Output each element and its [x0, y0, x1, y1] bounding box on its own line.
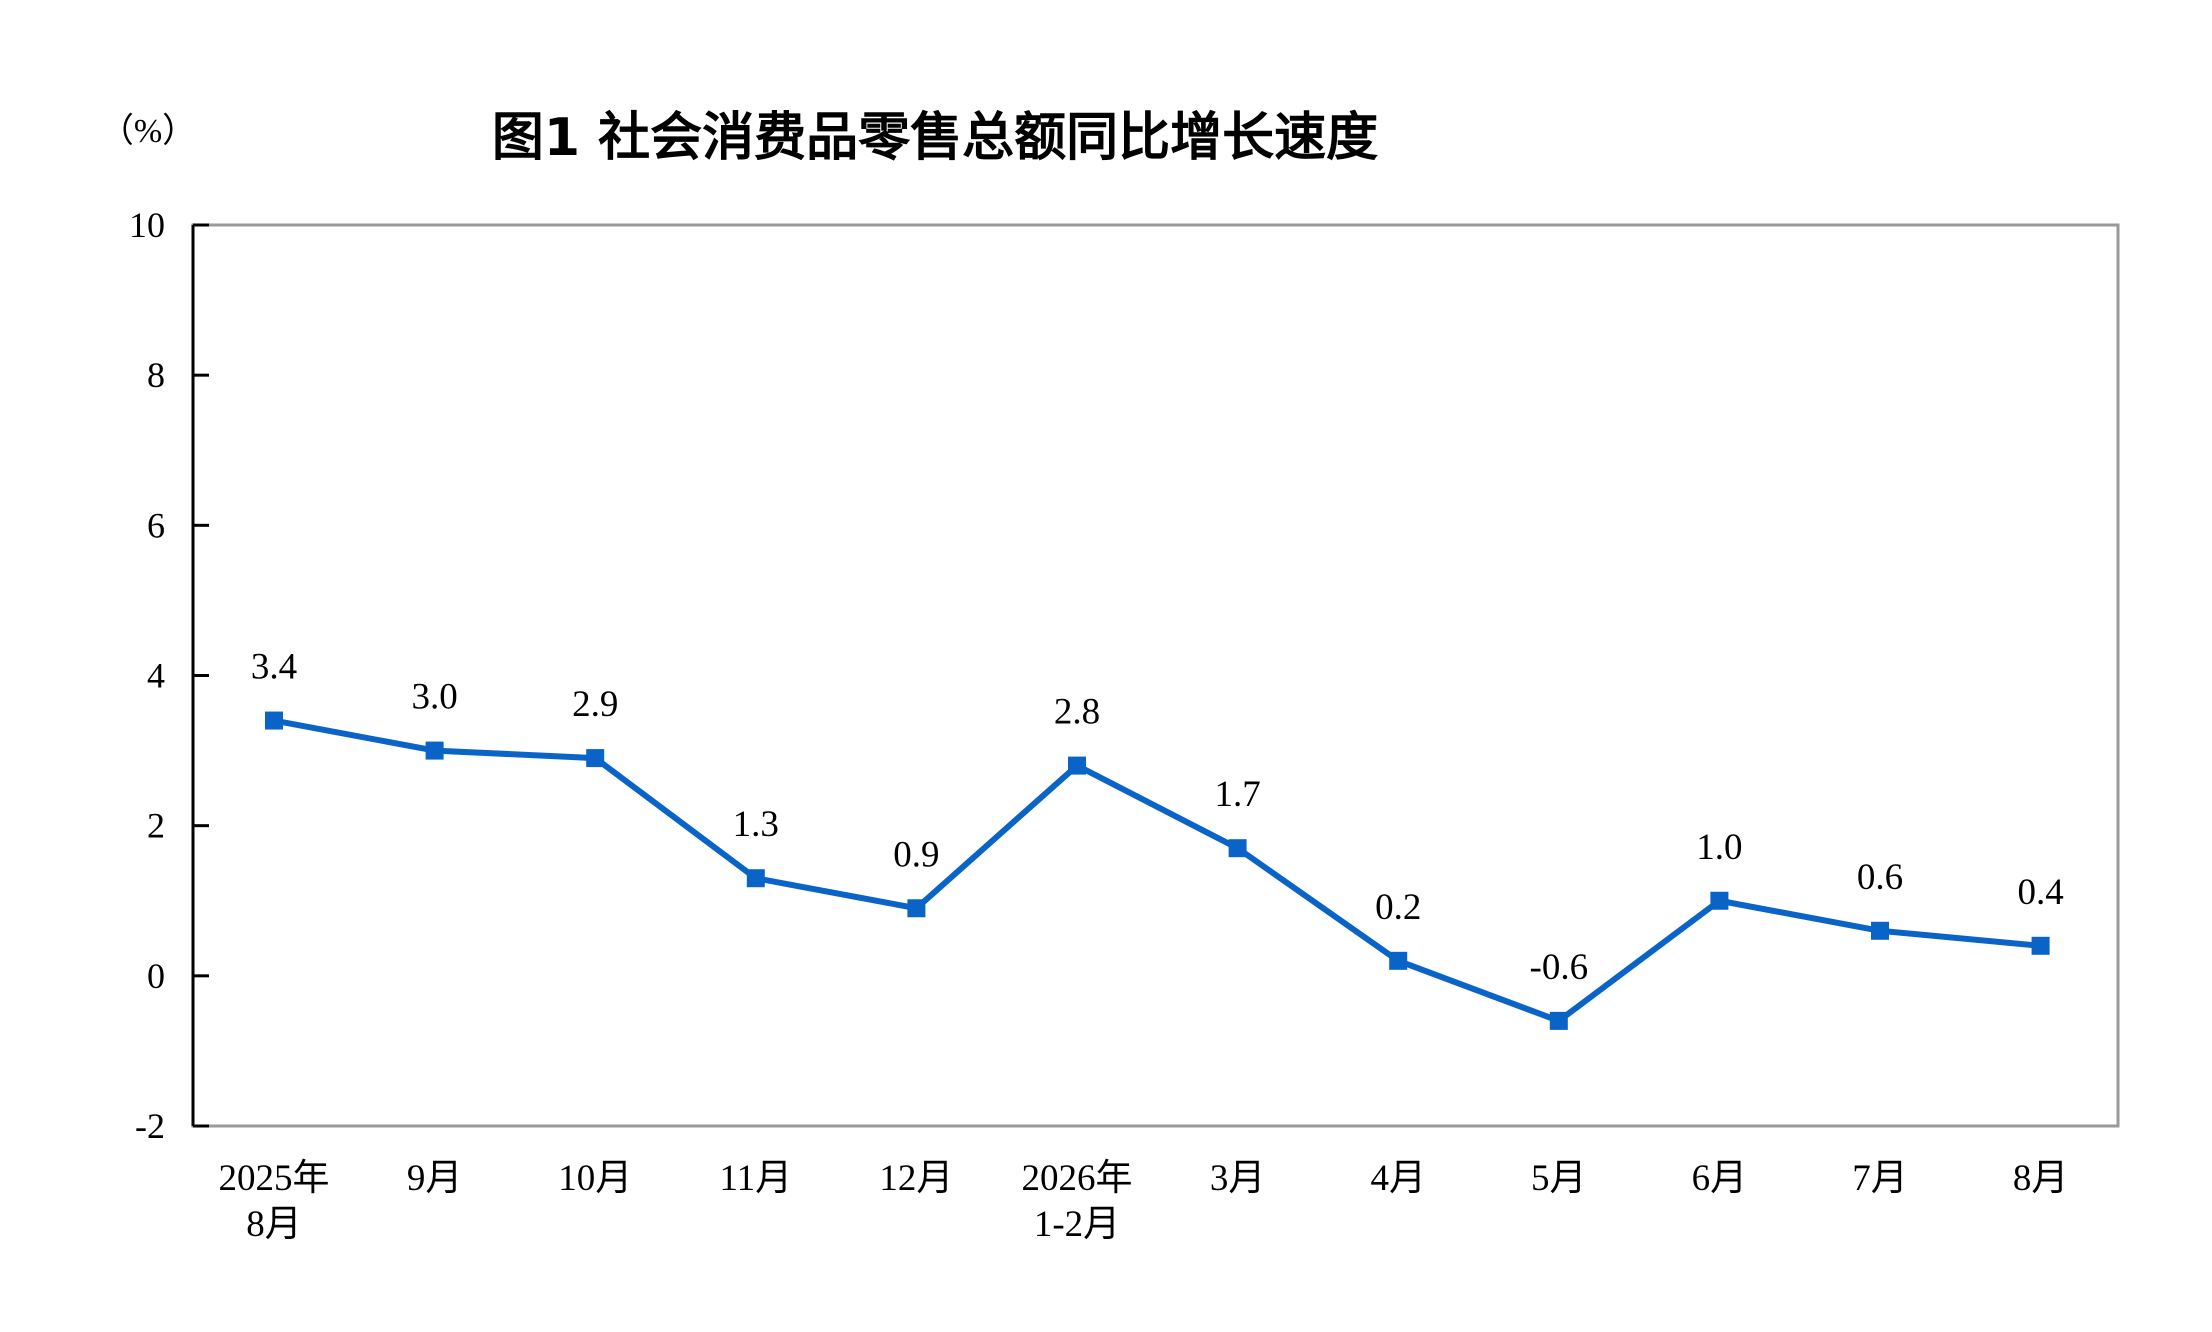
data-point-marker — [1871, 921, 1889, 940]
series-line — [273, 717, 2041, 1024]
data-label: 2.9 — [572, 684, 618, 725]
x-tick-label: 3月 — [1210, 1158, 1266, 1199]
data-label: 3.0 — [411, 677, 457, 718]
series-markers — [265, 711, 2050, 1030]
data-point-marker — [1068, 756, 1086, 775]
x-tick-label: 2026年 1-2月 — [1022, 1157, 1133, 1245]
data-label: 0.6 — [1857, 857, 1903, 898]
y-tick-label: 6 — [147, 505, 165, 545]
plot-area-frame — [191, 223, 2120, 1128]
y-axis-ticks: -2 0 2 4 6 8 10 — [129, 205, 209, 1146]
x-axis-labels: 2025年 8月 9月 10月 11月 12月 2026年 1-2月 3月 4月 5月 6月 7月 8月 — [219, 1157, 2069, 1245]
chart-title: 图1 社会消费品零售总额同比增长速度 — [492, 108, 1378, 168]
y-tick-label: 0 — [147, 956, 165, 996]
data-label: 1.0 — [1696, 827, 1742, 868]
data-label: 0.9 — [893, 834, 939, 875]
x-tick-label: 7月 — [1852, 1158, 1908, 1199]
data-label: 3.4 — [251, 647, 297, 688]
data-label: 2.8 — [1054, 692, 1100, 733]
data-point-marker — [2031, 936, 2050, 955]
x-tick-label: 8月 — [2013, 1158, 2069, 1199]
x-tick-label: 5月 — [1531, 1158, 1587, 1199]
x-tick-label: 10月 — [558, 1158, 632, 1199]
x-tick-label: 11月 — [719, 1158, 792, 1199]
data-label: -0.6 — [1530, 947, 1589, 988]
y-tick-label: 10 — [129, 205, 165, 245]
data-label: 1.3 — [733, 804, 779, 845]
y-tick-label: -2 — [135, 1106, 165, 1146]
y-tick-label: 8 — [147, 355, 165, 395]
x-tick-label: 4月 — [1370, 1158, 1426, 1199]
data-label: 0.2 — [1375, 887, 1421, 928]
x-tick-label: 9月 — [407, 1158, 463, 1199]
data-label: 0.4 — [2017, 872, 2063, 913]
data-point-marker — [746, 869, 765, 888]
data-point-marker — [1389, 951, 1408, 970]
y-tick-label: 2 — [147, 806, 165, 846]
y-tick-label: 4 — [147, 656, 165, 696]
data-point-marker — [907, 899, 926, 918]
y-axis-unit-label: （%） — [100, 112, 196, 150]
data-point-marker — [265, 711, 283, 730]
x-tick-label: 12月 — [879, 1158, 953, 1199]
data-point-marker — [425, 741, 444, 760]
data-point-marker — [1710, 891, 1729, 910]
data-label: 1.7 — [1214, 774, 1260, 815]
x-tick-label: 6月 — [1692, 1158, 1748, 1199]
data-point-marker — [1228, 839, 1247, 858]
data-point-marker — [586, 749, 605, 768]
x-tick-label: 2025年 8月 — [219, 1157, 330, 1245]
data-point-marker — [1549, 1011, 1568, 1030]
data-labels: 3.4 3.0 2.9 1.3 0.9 2.8 1.7 0.2 -0.6 1.0 0.6 0.4 — [251, 647, 2064, 988]
